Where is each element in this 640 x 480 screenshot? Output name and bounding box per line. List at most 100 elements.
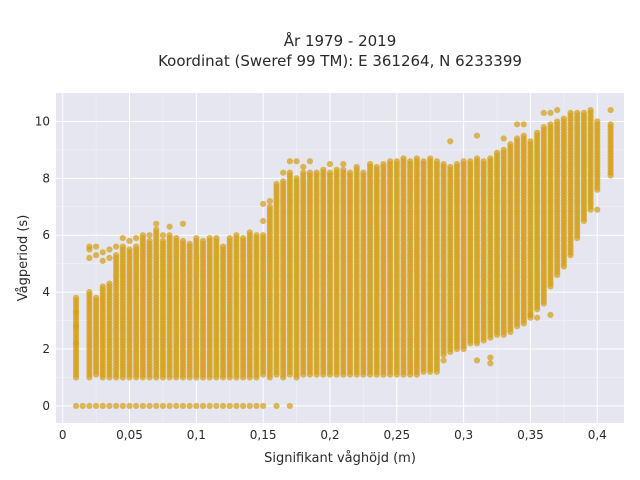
data-point bbox=[173, 402, 180, 410]
data-point bbox=[547, 121, 554, 128]
data-point bbox=[587, 106, 594, 114]
data-point bbox=[260, 200, 267, 208]
data-point bbox=[567, 109, 574, 117]
data-point bbox=[159, 402, 167, 410]
data-point bbox=[99, 283, 106, 290]
data-point bbox=[273, 180, 280, 188]
data-point bbox=[119, 234, 126, 242]
data-point bbox=[440, 357, 447, 364]
data-point bbox=[79, 402, 86, 410]
data-point bbox=[153, 220, 160, 227]
data-point bbox=[119, 243, 126, 250]
data-point bbox=[186, 240, 193, 247]
data-point bbox=[293, 158, 300, 165]
data-point bbox=[253, 402, 260, 410]
data-point bbox=[500, 135, 507, 142]
data-point bbox=[240, 234, 247, 242]
data-point bbox=[387, 158, 394, 165]
x-axis-ticks: 0 0,05 0,1 0,15 0,2 0,25 0,3 0,35 0,4 bbox=[59, 428, 607, 442]
data-point bbox=[246, 229, 253, 236]
data-point bbox=[380, 161, 387, 168]
data-point bbox=[473, 132, 481, 139]
data-point bbox=[159, 232, 167, 239]
data-point bbox=[146, 232, 153, 239]
data-point bbox=[92, 252, 100, 259]
data-point bbox=[500, 146, 507, 153]
data-point bbox=[99, 257, 106, 264]
data-point bbox=[106, 254, 113, 262]
x-tick-label: 0,05 bbox=[116, 428, 143, 442]
data-point bbox=[92, 243, 100, 250]
x-tick-label: 0,3 bbox=[454, 428, 473, 442]
data-point bbox=[360, 169, 367, 176]
y-tick-label: 10 bbox=[35, 114, 50, 128]
x-tick-label: 0 bbox=[59, 428, 67, 442]
data-point bbox=[213, 234, 220, 242]
data-point bbox=[313, 169, 320, 176]
data-point bbox=[113, 243, 120, 250]
data-point bbox=[513, 121, 521, 128]
data-point bbox=[126, 402, 133, 410]
data-point bbox=[139, 402, 146, 410]
y-tick-label: 2 bbox=[42, 342, 50, 356]
data-point bbox=[427, 155, 434, 162]
data-point bbox=[286, 402, 293, 410]
data-point bbox=[306, 158, 314, 165]
data-point bbox=[326, 169, 334, 176]
data-point bbox=[306, 169, 314, 176]
data-point bbox=[92, 402, 100, 410]
data-point bbox=[534, 314, 541, 321]
data-point bbox=[179, 237, 187, 245]
data-point bbox=[86, 243, 93, 250]
data-point bbox=[166, 232, 173, 239]
data-point bbox=[373, 163, 380, 171]
y-axis-title: Vågperiod (s) bbox=[16, 215, 31, 302]
data-point bbox=[72, 323, 80, 330]
x-tick-label: 0,35 bbox=[517, 428, 544, 442]
chart-title-line1: År 1979 - 2019 bbox=[284, 31, 397, 50]
data-point bbox=[260, 232, 267, 239]
data-point bbox=[554, 118, 561, 125]
data-point bbox=[179, 402, 187, 410]
x-tick-label: 0,25 bbox=[383, 428, 410, 442]
chart-title-line2: Koordinat (Sweref 99 TM): E 361264, N 62… bbox=[158, 52, 522, 70]
data-point bbox=[113, 402, 120, 410]
data-point bbox=[413, 155, 420, 162]
data-point bbox=[513, 135, 521, 142]
data-point bbox=[153, 402, 160, 410]
data-point bbox=[153, 226, 160, 233]
data-point bbox=[226, 402, 233, 410]
data-point bbox=[420, 158, 427, 165]
data-point bbox=[253, 232, 260, 239]
data-point bbox=[547, 311, 554, 318]
data-point bbox=[173, 234, 180, 242]
data-point bbox=[273, 402, 280, 410]
data-point bbox=[346, 169, 354, 176]
data-point bbox=[146, 402, 153, 410]
data-point bbox=[199, 237, 207, 245]
data-point bbox=[186, 402, 193, 410]
data-point bbox=[340, 166, 347, 173]
data-point bbox=[433, 158, 440, 165]
data-point bbox=[547, 109, 554, 117]
data-point bbox=[473, 357, 481, 364]
data-point bbox=[527, 311, 534, 318]
data-point bbox=[166, 223, 173, 230]
data-point bbox=[206, 234, 213, 242]
data-point bbox=[119, 402, 126, 410]
data-point bbox=[333, 166, 340, 173]
data-point bbox=[92, 294, 100, 301]
data-point bbox=[286, 169, 293, 176]
data-point bbox=[86, 254, 93, 262]
x-tick-label: 0,4 bbox=[588, 428, 607, 442]
data-point bbox=[72, 402, 80, 410]
data-point bbox=[293, 175, 300, 182]
data-point bbox=[266, 203, 273, 210]
data-point bbox=[280, 169, 287, 176]
data-point bbox=[126, 246, 133, 253]
data-point bbox=[400, 155, 407, 162]
data-point bbox=[113, 252, 120, 259]
data-point bbox=[106, 402, 113, 410]
data-point bbox=[487, 155, 494, 162]
